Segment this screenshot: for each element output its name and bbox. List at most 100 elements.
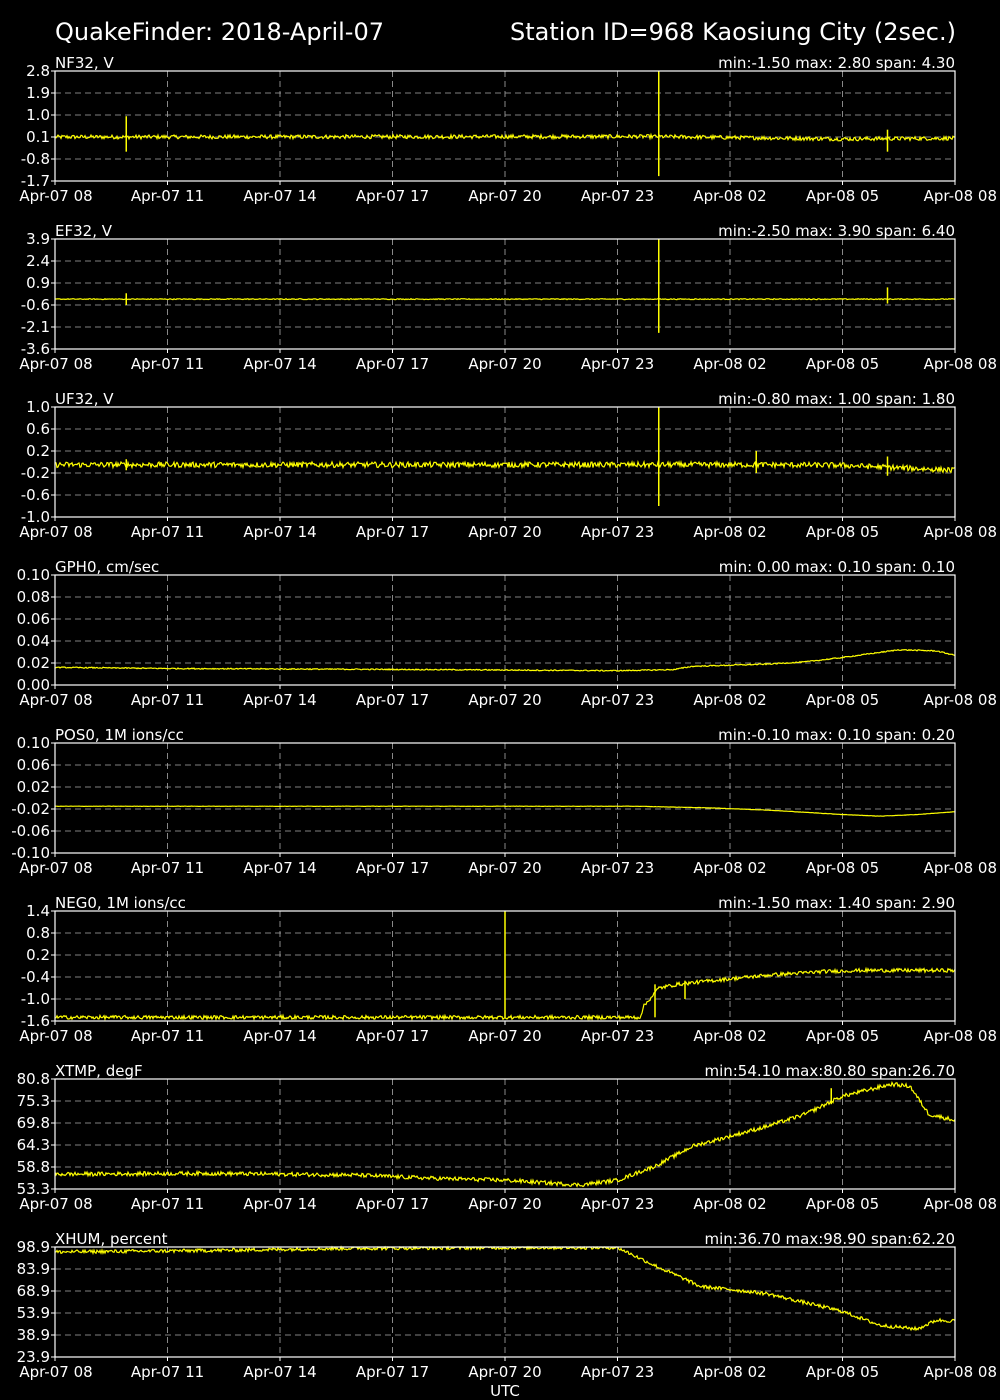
x-tick-label: Apr-07 14 (243, 1195, 316, 1213)
y-tick-label: -0.6 (21, 486, 50, 504)
y-tick-label: -1.0 (21, 508, 50, 526)
y-tick-label: -0.8 (21, 150, 50, 168)
panel-title: NF32, V (55, 54, 114, 72)
panel-neg0: NEG0, 1M ions/cc min:-1.50 max: 1.40 span… (19, 894, 997, 1045)
y-tick-label: 0.00 (17, 676, 50, 694)
x-tick-label: Apr-08 05 (806, 523, 879, 541)
y-tick-label: -0.6 (21, 296, 50, 314)
y-tick-label: 0.02 (17, 654, 50, 672)
x-tick-label: Apr-07 20 (468, 859, 541, 877)
x-tick-label: Apr-07 23 (581, 691, 654, 709)
x-tick-label: Apr-07 14 (243, 355, 316, 373)
y-tick-label: 0.6 (26, 420, 50, 438)
panel-pos0: POS0, 1M ions/cc min:-0.10 max: 0.10 span… (11, 726, 997, 877)
x-tick-label: Apr-08 05 (806, 187, 879, 205)
y-tick-label: 1.0 (26, 106, 50, 124)
y-tick-label: -0.2 (21, 464, 50, 482)
x-tick-label: Apr-07 17 (356, 355, 429, 373)
x-tick-label: Apr-08 05 (806, 691, 879, 709)
panel-uf32: UF32, V min:-0.80 max: 1.00 span: 1.80 1.0… (19, 390, 997, 541)
y-tick-label: -2.1 (21, 318, 50, 336)
x-tick-label: Apr-07 17 (356, 691, 429, 709)
y-tick-label: 58.8 (17, 1158, 50, 1176)
y-tick-label: 83.9 (17, 1260, 50, 1278)
station-id: Station ID=968 Kaosiung City (2sec.) (510, 18, 956, 46)
panel-stats: min:54.10 max:80.80 span:26.70 (704, 1062, 955, 1080)
x-tick-label: Apr-07 11 (131, 1027, 204, 1045)
x-tick-label: Apr-07 17 (356, 859, 429, 877)
x-tick-label: Apr-08 02 (693, 1195, 766, 1213)
x-tick-label: Apr-08 05 (806, 1027, 879, 1045)
x-tick-label: Apr-07 08 (19, 1195, 92, 1213)
y-tick-label: 0.10 (17, 734, 50, 752)
x-tick-label: Apr-07 14 (243, 1363, 316, 1381)
x-tick-label: Apr-07 11 (131, 355, 204, 373)
data-trace (55, 966, 956, 1022)
panel-stats: min:-1.50 max: 1.40 span: 2.90 (718, 894, 955, 912)
data-trace (54, 132, 956, 142)
x-tick-label: Apr-08 08 (924, 1195, 997, 1213)
panel-stats: min:-0.10 max: 0.10 span: 0.20 (718, 726, 955, 744)
x-tick-label: Apr-07 08 (19, 1027, 92, 1045)
x-tick-label: Apr-07 14 (243, 691, 316, 709)
panel-ef32: EF32, V min:-2.50 max: 3.90 span: 6.40 3.9… (19, 222, 997, 373)
y-tick-label: 0.9 (26, 274, 50, 292)
x-tick-label: Apr-08 05 (806, 355, 879, 373)
y-tick-label: 1.4 (26, 902, 50, 920)
x-tick-label: Apr-07 11 (131, 1363, 204, 1381)
y-tick-label: 1.9 (26, 84, 50, 102)
panel-title: GPH0, cm/sec (55, 558, 159, 576)
panel-title: NEG0, 1M ions/cc (55, 894, 186, 912)
x-tick-label: Apr-07 08 (19, 355, 92, 373)
y-tick-label: 53.3 (17, 1180, 50, 1198)
x-tick-label: Apr-07 08 (19, 187, 92, 205)
x-tick-label: Apr-07 14 (243, 1027, 316, 1045)
y-tick-label: 3.9 (26, 230, 50, 248)
y-tick-label: 0.06 (17, 756, 50, 774)
x-tick-label: Apr-07 23 (581, 1195, 654, 1213)
y-tick-label: 0.06 (17, 610, 50, 628)
panel-title: XTMP, degF (55, 1062, 143, 1080)
y-tick-label: 2.4 (26, 252, 50, 270)
x-tick-label: Apr-07 14 (243, 187, 316, 205)
x-tick-label: Apr-07 14 (243, 859, 316, 877)
data-trace (54, 648, 956, 672)
x-tick-label: Apr-08 08 (924, 187, 997, 205)
x-tick-label: Apr-08 05 (806, 1195, 879, 1213)
panel-title: UF32, V (55, 390, 114, 408)
x-tick-label: Apr-08 02 (693, 1363, 766, 1381)
y-tick-label: 0.1 (26, 128, 50, 146)
x-tick-label: Apr-07 08 (19, 1363, 92, 1381)
x-tick-label: Apr-07 23 (581, 859, 654, 877)
y-tick-label: 2.8 (26, 62, 50, 80)
y-tick-label: 0.04 (17, 632, 50, 650)
x-tick-label: Apr-07 23 (581, 1027, 654, 1045)
x-tick-label: Apr-07 23 (581, 187, 654, 205)
x-tick-label: Apr-07 23 (581, 523, 654, 541)
x-tick-label: Apr-07 11 (131, 523, 204, 541)
x-tick-label: Apr-07 20 (468, 187, 541, 205)
x-tick-label: Apr-07 08 (19, 523, 92, 541)
y-tick-label: -0.4 (21, 968, 50, 986)
y-tick-label: 0.8 (26, 924, 50, 942)
x-tick-label: Apr-08 08 (924, 523, 997, 541)
x-tick-label: Apr-07 20 (468, 523, 541, 541)
x-tick-label: Apr-07 08 (19, 691, 92, 709)
y-tick-label: 0.08 (17, 588, 50, 606)
y-tick-label: 80.8 (17, 1070, 50, 1088)
x-tick-label: Apr-07 17 (356, 1027, 429, 1045)
x-tick-label: Apr-07 20 (468, 1195, 541, 1213)
y-tick-label: 53.9 (17, 1304, 50, 1322)
y-tick-label: 1.0 (26, 398, 50, 416)
page-title: QuakeFinder: 2018-April-07 (55, 18, 384, 46)
panel-stats: min:-2.50 max: 3.90 span: 6.40 (718, 222, 955, 240)
y-tick-label: 23.9 (17, 1348, 50, 1366)
y-tick-label: -1.0 (21, 990, 50, 1008)
panel-title: XHUM, percent (55, 1230, 168, 1248)
x-tick-label: Apr-08 02 (693, 691, 766, 709)
x-tick-label: Apr-07 11 (131, 691, 204, 709)
x-tick-label: Apr-08 08 (924, 859, 997, 877)
y-tick-label: 0.10 (17, 566, 50, 584)
x-tick-label: Apr-07 14 (243, 523, 316, 541)
x-tick-label: Apr-08 02 (693, 187, 766, 205)
